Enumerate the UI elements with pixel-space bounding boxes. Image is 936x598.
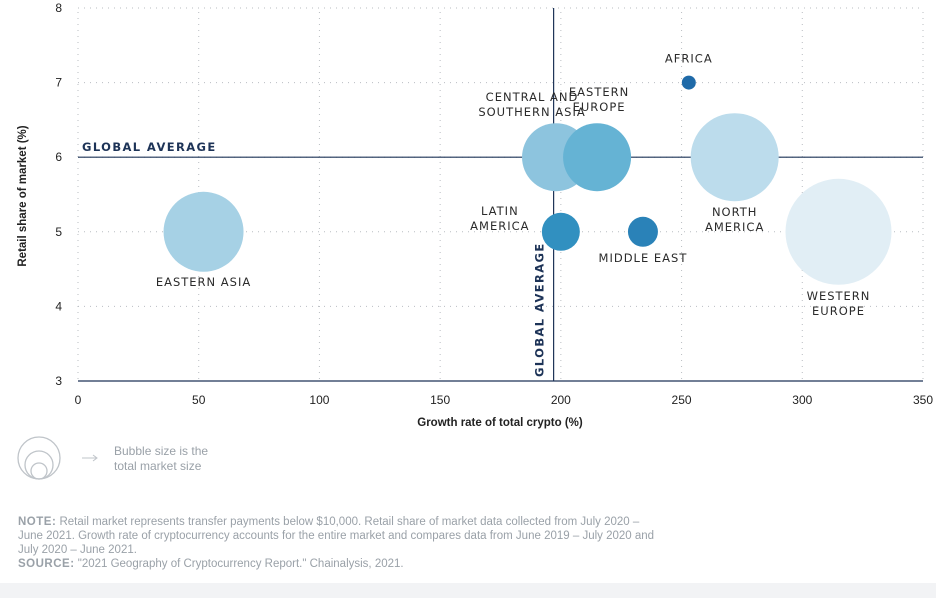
bubble-label-central-and-southern-asia: CENTRAL AND xyxy=(486,90,579,104)
bubble-label-north-america: NORTH xyxy=(712,205,757,219)
legend-arrow-icon xyxy=(92,454,98,462)
bubble-label-africa: AFRICA xyxy=(665,52,713,66)
bubble-africa xyxy=(681,75,696,90)
y-tick-label: 4 xyxy=(55,299,62,313)
bubble-eastern-asia xyxy=(163,191,244,272)
footnote: NOTE: Retail market represents transfer … xyxy=(18,515,658,571)
bubble-western-europe xyxy=(785,178,892,285)
bubble-eastern-europe xyxy=(563,123,632,192)
global-average-v-label: GLOBAL AVERAGE xyxy=(533,242,547,377)
x-tick-label: 50 xyxy=(192,393,206,407)
legend-text-line1: Bubble size is the xyxy=(114,444,209,458)
bubble-label-latin-america: LATIN xyxy=(481,204,519,218)
bubble-label-central-and-southern-asia: SOUTHERN ASIA xyxy=(478,105,585,119)
x-tick-label: 200 xyxy=(551,393,571,407)
x-tick-label: 100 xyxy=(309,393,329,407)
bubble-label-western-europe: EUROPE xyxy=(812,304,865,318)
y-tick-label: 8 xyxy=(55,1,62,15)
legend-text-line2: total market size xyxy=(114,459,202,473)
x-tick-label: 0 xyxy=(75,393,82,407)
bubble-label-middle-east: MIDDLE EAST xyxy=(599,251,688,265)
global-average-h-label: GLOBAL AVERAGE xyxy=(82,140,217,154)
y-tick-label: 5 xyxy=(55,225,62,239)
legend-circle-small xyxy=(30,462,48,480)
x-tick-label: 150 xyxy=(430,393,450,407)
bottom-strip xyxy=(0,583,936,598)
tick-labels: 0 50 100 150 200 250 300 350 3 4 5 6 7 8 xyxy=(55,1,933,407)
source-text: "2021 Geography of Cryptocurrency Report… xyxy=(77,558,404,570)
bubble-size-legend xyxy=(17,436,98,480)
note-label: NOTE: xyxy=(18,516,57,528)
legend-circle-medium xyxy=(24,450,54,480)
bubble-latin-america xyxy=(541,212,580,251)
x-tick-label: 350 xyxy=(913,393,933,407)
x-tick-label: 300 xyxy=(792,393,812,407)
source-label: SOURCE: xyxy=(18,558,75,570)
x-tick-label: 250 xyxy=(672,393,692,407)
bubble-label-eastern-europe: EUROPE xyxy=(573,100,626,114)
y-axis-title: Retail share of market (%) xyxy=(17,125,29,266)
legend-text: Bubble size is the total market size xyxy=(114,444,208,474)
bubble-label-latin-america: AMERICA xyxy=(470,219,529,233)
x-axis-title: Growth rate of total crypto (%) xyxy=(417,417,583,429)
legend-circle-large xyxy=(17,436,61,480)
bubble-label-eastern-asia: EASTERN ASIA xyxy=(156,275,251,289)
y-tick-label: 3 xyxy=(55,374,62,388)
bubbles xyxy=(163,75,892,285)
note-text: Retail market represents transfer paymen… xyxy=(18,516,655,556)
y-tick-label: 7 xyxy=(55,76,62,90)
global-average-lines: GLOBAL AVERAGE GLOBAL AVERAGE xyxy=(78,8,923,381)
bubble-chart: GLOBAL AVERAGE GLOBAL AVERAGE CENTRAL AND… xyxy=(17,1,933,429)
bubble-label-north-america: AMERICA xyxy=(705,220,764,234)
y-tick-label: 6 xyxy=(55,150,62,164)
bubble-label-western-europe: WESTERN xyxy=(807,289,871,303)
bubble-middle-east xyxy=(627,216,658,247)
bubble-north-america xyxy=(690,113,779,202)
bubble-label-eastern-europe: EASTERN xyxy=(569,85,629,99)
